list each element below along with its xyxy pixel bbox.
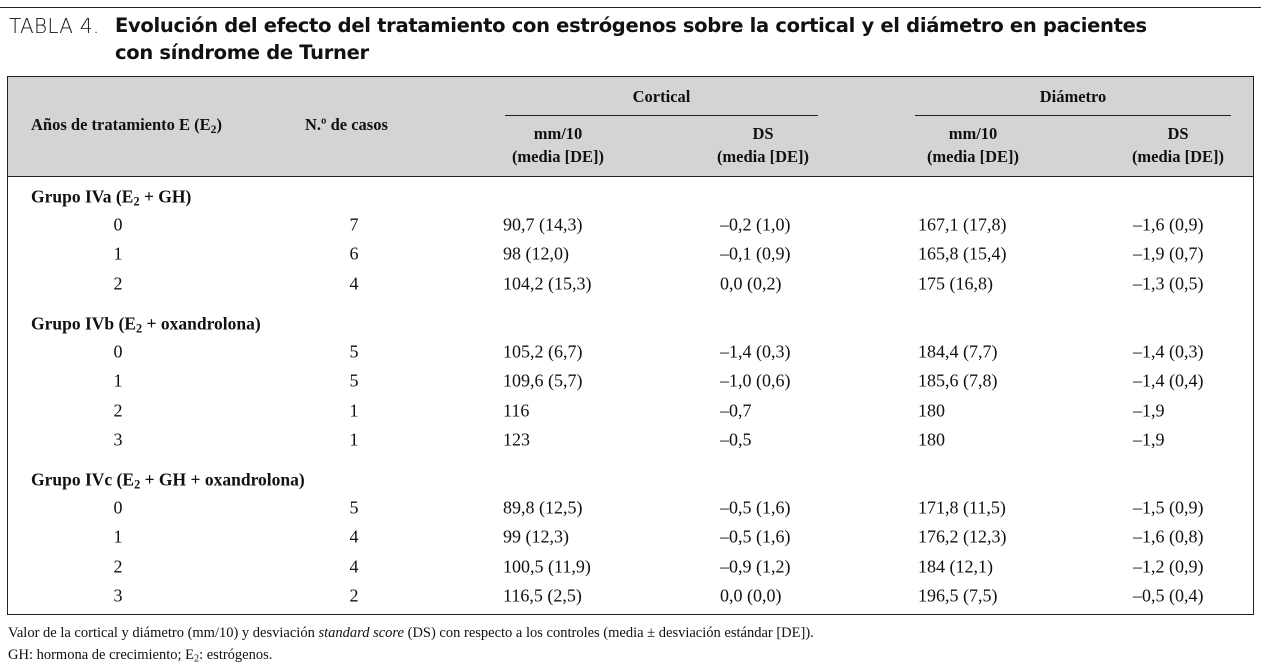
table-title: con síndrome de Turner xyxy=(115,41,369,64)
header-cases: N.º de casos xyxy=(305,115,388,134)
group-text: + oxandrolona) xyxy=(142,313,261,334)
table-cell: 123 xyxy=(503,429,530,450)
table-frame xyxy=(7,76,1254,615)
group-label: Grupo IVb (E2 + oxandrolona) xyxy=(31,313,261,334)
table-cell: 2 xyxy=(113,400,123,421)
table-label: TABLA 4. xyxy=(9,14,100,38)
table-cell: –0,5 xyxy=(720,429,752,450)
table-cell: 4 xyxy=(349,273,359,294)
group-label: Grupo IVc (E2 + GH + oxandrolona) xyxy=(31,470,305,491)
table-cell: 180 xyxy=(918,400,945,421)
table-cell: –1,9 xyxy=(1133,400,1165,421)
header-column: mm/10 (media [DE]) xyxy=(511,124,605,166)
table-cell: 2 xyxy=(349,585,359,606)
table-cell: –1,4 (0,3) xyxy=(720,341,791,362)
table-cell: –1,2 (0,9) xyxy=(1133,556,1204,577)
table-cell: –0,1 (0,9) xyxy=(720,243,791,264)
footnote: GH: hormona de crecimiento; E2: estrógen… xyxy=(8,647,273,665)
header-rule xyxy=(915,115,1231,116)
table-cell: 99 (12,3) xyxy=(503,526,569,547)
table-cell: 184,4 (7,7) xyxy=(918,341,998,362)
table-cell: –0,5 (1,6) xyxy=(720,526,791,547)
table-cell: –1,9 xyxy=(1133,429,1165,450)
table-cell: 98 (12,0) xyxy=(503,243,569,264)
table-cell: –1,4 (0,4) xyxy=(1133,370,1204,391)
table-cell: 116 xyxy=(503,400,530,421)
table-cell: 171,8 (11,5) xyxy=(918,497,1006,518)
table-cell: 1 xyxy=(113,243,123,264)
table-cell: –0,9 (1,2) xyxy=(720,556,791,577)
table-cell: 1 xyxy=(349,400,359,421)
table-cell: 1 xyxy=(113,370,123,391)
footnote: Valor de la cortical y diámetro (mm/10) … xyxy=(8,625,814,641)
table-cell: 5 xyxy=(349,341,359,362)
table-cell: 180 xyxy=(918,429,945,450)
table-cell: 3 xyxy=(113,429,123,450)
table-cell: –1,3 (0,5) xyxy=(1133,273,1204,294)
table-cell: –0,2 (1,0) xyxy=(720,214,791,235)
header-column: DS (media [DE]) xyxy=(716,124,810,166)
subscript: 2 xyxy=(133,194,140,209)
subscript: 2 xyxy=(136,321,143,336)
table-cell: –0,5 (1,6) xyxy=(720,497,791,518)
group-text: Grupo IVb (E xyxy=(31,313,137,334)
header-group: Cortical xyxy=(632,87,691,106)
table-cell: 2 xyxy=(113,556,123,577)
table-cell: 0 xyxy=(113,341,123,362)
table-cell: 176,2 (12,3) xyxy=(918,526,1007,547)
table-cell: 89,8 (12,5) xyxy=(503,497,583,518)
table-cell: 167,1 (17,8) xyxy=(918,214,1007,235)
table-cell: 3 xyxy=(113,585,123,606)
table-cell: 0,0 (0,0) xyxy=(720,585,782,606)
table-cell: 104,2 (15,3) xyxy=(503,273,592,294)
table-cell: 0 xyxy=(113,497,123,518)
table-cell: 1 xyxy=(349,429,359,450)
table-cell: 105,2 (6,7) xyxy=(503,341,583,362)
table-cell: –1,4 (0,3) xyxy=(1133,341,1204,362)
header-group: Diámetro xyxy=(1039,87,1107,106)
table-cell: –1,6 (0,8) xyxy=(1133,526,1204,547)
group-text: + GH + oxandrolona) xyxy=(140,469,305,490)
group-label: Grupo IVa (E2 + GH) xyxy=(31,187,191,208)
table-cell: –0,5 (0,4) xyxy=(1133,585,1204,606)
table-cell: 0 xyxy=(113,214,123,235)
header-years: Años de tratamiento E (E2) xyxy=(31,115,222,136)
group-text: Grupo IVc (E xyxy=(31,469,135,490)
header-rule xyxy=(505,115,818,116)
table-cell: –1,0 (0,6) xyxy=(720,370,791,391)
table-cell: 5 xyxy=(349,497,359,518)
header-background xyxy=(8,77,1253,177)
table-cell: 175 (16,8) xyxy=(918,273,993,294)
rule xyxy=(0,7,1261,8)
table-cell: 7 xyxy=(349,214,359,235)
group-text: + GH) xyxy=(139,186,192,207)
table-cell: –1,9 (0,7) xyxy=(1133,243,1204,264)
table-cell: 185,6 (7,8) xyxy=(918,370,998,391)
table-cell: –1,6 (0,9) xyxy=(1133,214,1204,235)
table-cell: 184 (12,1) xyxy=(918,556,993,577)
table-cell: –0,7 xyxy=(720,400,752,421)
table-cell: 165,8 (15,4) xyxy=(918,243,1007,264)
table-cell: 5 xyxy=(349,370,359,391)
subscript: 2 xyxy=(134,477,141,492)
table-cell: 2 xyxy=(113,273,123,294)
table-cell: 4 xyxy=(349,556,359,577)
table-cell: 109,6 (5,7) xyxy=(503,370,583,391)
table-cell: 4 xyxy=(349,526,359,547)
table-cell: 116,5 (2,5) xyxy=(503,585,582,606)
table-cell: 100,5 (11,9) xyxy=(503,556,591,577)
table-cell: 0,0 (0,2) xyxy=(720,273,782,294)
table-cell: –1,5 (0,9) xyxy=(1133,497,1204,518)
table-cell: 1 xyxy=(113,526,123,547)
header-column: DS (media [DE]) xyxy=(1131,124,1225,166)
table-cell: 90,7 (14,3) xyxy=(503,214,583,235)
table-title: Evolución del efecto del tratamiento con… xyxy=(115,14,1147,37)
table-cell: 6 xyxy=(349,243,359,264)
group-text: Grupo IVa (E xyxy=(31,186,134,207)
header-column: mm/10 (media [DE]) xyxy=(926,124,1020,166)
table-cell: 196,5 (7,5) xyxy=(918,585,998,606)
